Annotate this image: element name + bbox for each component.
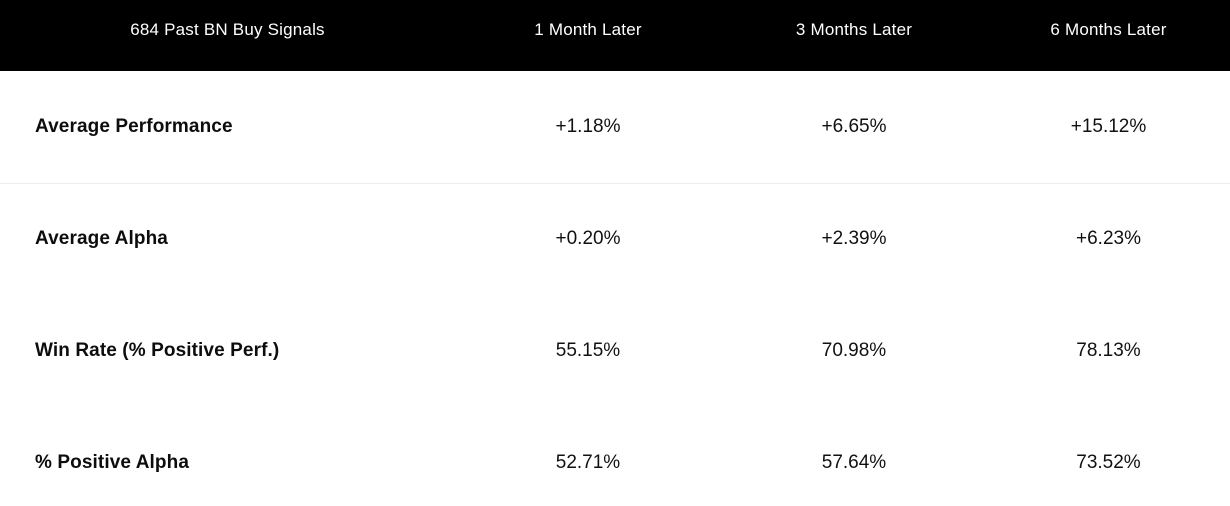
value-3-months: 57.64%	[821, 452, 887, 473]
header-cell-1-month-later: 1 Month Later	[534, 19, 642, 39]
header-cell-3-months-later: 3 Months Later	[795, 19, 913, 39]
value-3-months: +6.65%	[821, 115, 887, 137]
value-1-month: +1.18%	[555, 115, 621, 137]
header-cell-signals-count: 684 Past BN Buy Signals	[130, 19, 325, 39]
row-label: Win Rate (% Positive Perf.)	[35, 340, 280, 361]
value-1-month: +0.20%	[555, 228, 621, 250]
row-label: % Positive Alpha	[35, 452, 189, 473]
value-6-months: 73.52%	[1076, 452, 1141, 473]
value-3-months: +2.39%	[821, 228, 887, 250]
value-1-month: 52.71%	[555, 452, 621, 473]
table-header-row: 684 Past BN Buy Signals 1 Month Later 3 …	[0, 0, 1230, 71]
row-label: Average Performance	[35, 115, 233, 137]
value-6-months: +15.12%	[1070, 115, 1147, 137]
header-cell-6-months-later: 6 Months Later	[1050, 19, 1167, 39]
table-row-average-performance: Average Performance +1.18% +6.65% +15.12…	[0, 71, 1230, 183]
table-row-win-rate: Win Rate (% Positive Perf.) 55.15% 70.98…	[0, 295, 1230, 407]
row-label: Average Alpha	[35, 228, 168, 250]
value-3-months: 70.98%	[821, 340, 887, 361]
value-6-months: 78.13%	[1076, 340, 1141, 361]
value-1-month: 55.15%	[555, 340, 621, 361]
table-row-average-alpha: Average Alpha +0.20% +2.39% +6.23%	[0, 183, 1230, 295]
table-row-positive-alpha: % Positive Alpha 52.71% 57.64% 73.52%	[0, 407, 1230, 506]
value-6-months: +6.23%	[1076, 228, 1141, 250]
